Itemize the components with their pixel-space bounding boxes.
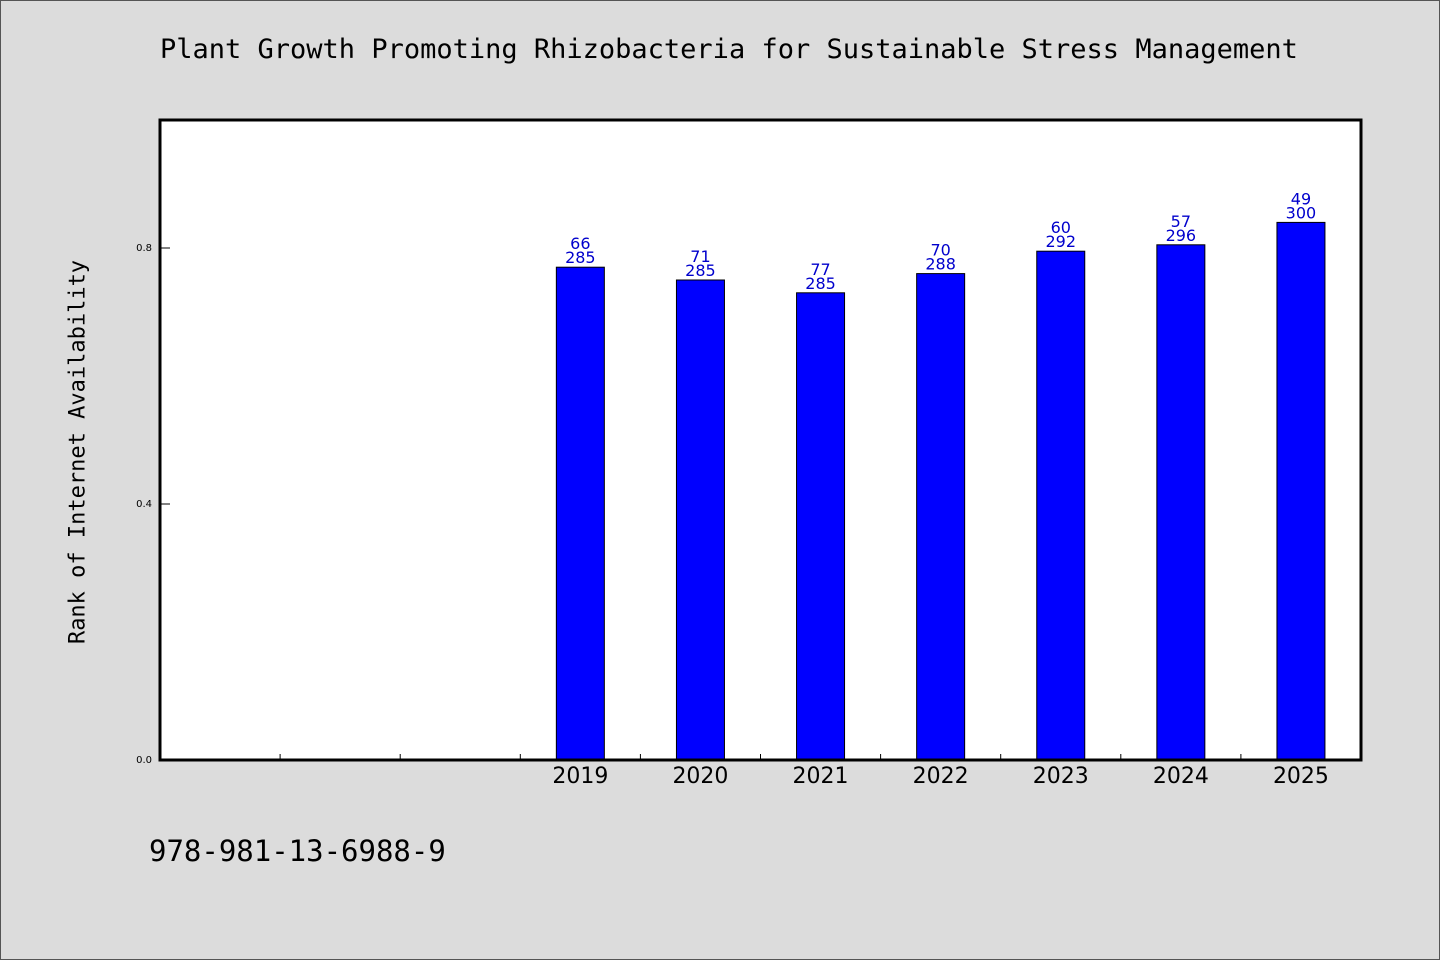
- value-label-top-2020: 71: [690, 247, 710, 266]
- bar-2023: [1036, 250, 1086, 761]
- value-label-top-2019: 66: [570, 234, 590, 253]
- chart-title: Plant Growth Promoting Rhizobacteria for…: [160, 34, 1298, 65]
- bar-2021: [796, 292, 846, 761]
- bar-2020: [675, 279, 725, 761]
- bar-2019: [555, 266, 605, 761]
- plot-border: [158, 118, 1363, 762]
- value-label-bottom-2025: 300: [1286, 203, 1317, 222]
- value-label-top-2022: 70: [930, 241, 950, 260]
- value-label-bottom-2024: 296: [1166, 226, 1197, 245]
- x-tick-label-2024: 2024: [1153, 764, 1209, 789]
- x-tick-label-2023: 2023: [1033, 764, 1089, 789]
- x-tick-label-2025: 2025: [1273, 764, 1329, 789]
- value-label-bottom-2020: 285: [685, 261, 716, 280]
- bar-2025: [1276, 221, 1326, 761]
- x-tick-label-2019: 2019: [552, 764, 608, 789]
- value-label-bottom-2019: 285: [565, 248, 596, 267]
- x-tick-label-2020: 2020: [672, 764, 728, 789]
- y-tick-label-0: 0.0: [136, 755, 152, 766]
- value-label-bottom-2021: 285: [805, 274, 836, 293]
- value-label-bottom-2022: 288: [925, 255, 956, 274]
- value-label-top-2021: 77: [810, 260, 830, 279]
- value-label-top-2023: 60: [1051, 218, 1071, 237]
- value-label-top-2025: 49: [1291, 189, 1311, 208]
- x-tick-label-2021: 2021: [793, 764, 849, 789]
- y-tick-label-1: 0.4: [136, 499, 152, 510]
- value-label-top-2024: 57: [1171, 212, 1191, 231]
- bar-2024: [1156, 244, 1206, 761]
- isbn-text: 978-981-13-6988-9: [149, 834, 446, 868]
- bar-2022: [916, 273, 966, 761]
- y-tick-label-2: 0.8: [136, 243, 152, 254]
- value-label-bottom-2023: 292: [1045, 232, 1076, 251]
- x-tick-label-2022: 2022: [913, 764, 969, 789]
